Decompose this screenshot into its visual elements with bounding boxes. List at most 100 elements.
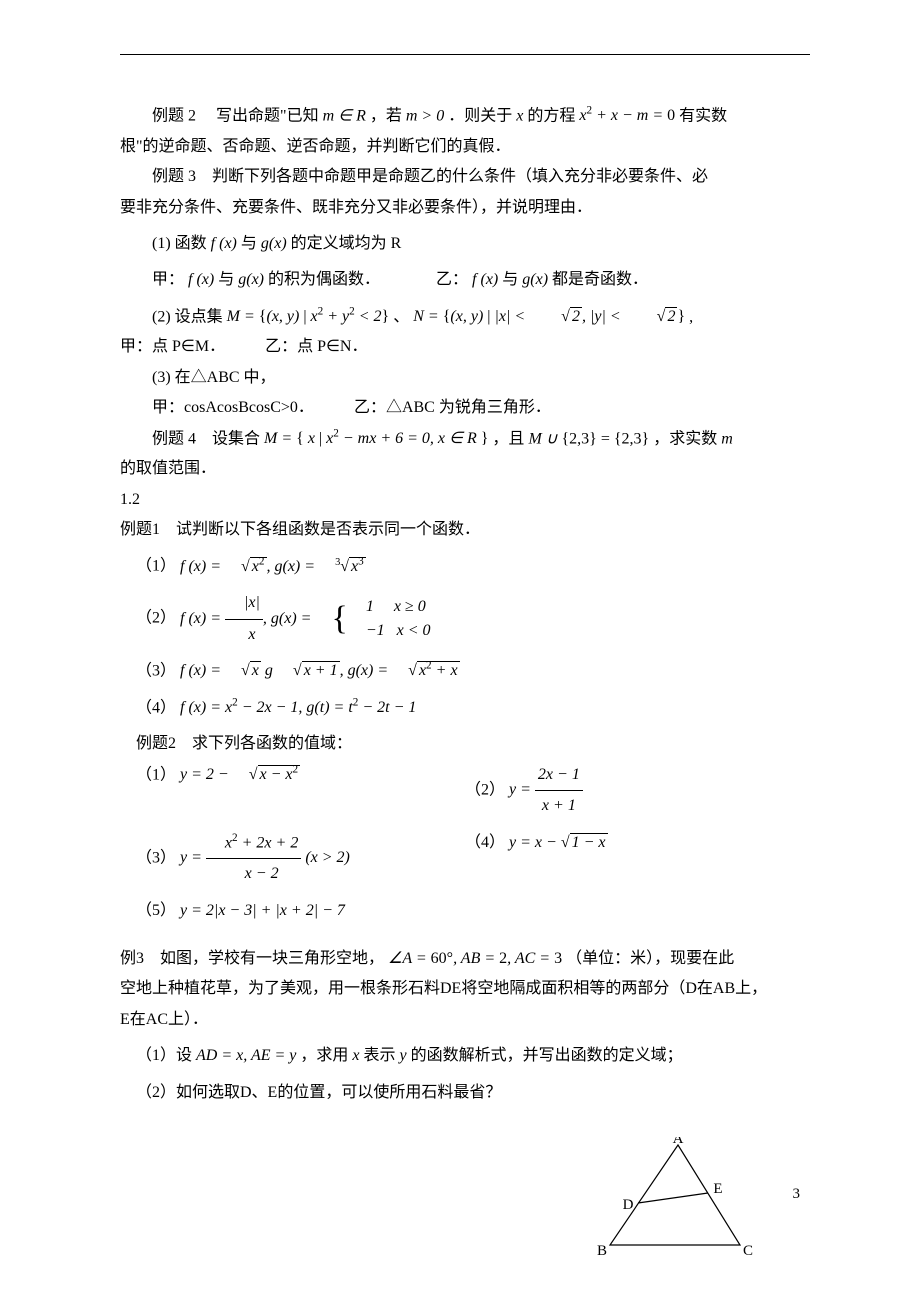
q3-l1a: 如图，学校有一块三角形空地， [160, 950, 384, 967]
ex4-line1: 例题 4 设集合 M = { x | x2 − mx + 6 = 0, x ∈ … [120, 424, 810, 455]
ex3-jia-lbl: 甲： [152, 271, 184, 288]
q2-i2-label: （2） [465, 781, 505, 798]
label-B: B [597, 1243, 607, 1259]
q2-i5-label: （5） [136, 902, 176, 919]
ex3-line1: 例题 3 判断下列各题中命题甲是命题乙的什么条件（填入充分非必要条件、必 [120, 162, 810, 192]
ex4-b: ，且 [492, 430, 528, 447]
ex2-line2: 根"的逆命题、否命题、逆否命题，并判断它们的真假． [120, 132, 810, 162]
ex3-fx3: f (x) [472, 271, 498, 288]
q1-i2: （2） f (x) = |x|x, g(x) = { 1 x ≥ 0 −1 x … [120, 588, 810, 650]
top-rule [120, 54, 810, 55]
ex3-p2jia: 甲：点 P∈M． [120, 338, 217, 355]
segment-de [638, 1193, 708, 1203]
q2-i2-eq: y = 2x − 1x + 1 [509, 781, 583, 798]
q1-text: 试判断以下各组函数是否表示同一个函数． [176, 521, 480, 538]
q3-line1: 例3 如图，学校有一块三角形空地， ∠A = 60°, AB = 2, AC =… [120, 944, 810, 974]
q2-label: 例题2 [136, 735, 176, 752]
q2-head: 例题2 求下列各函数的值域： [120, 729, 810, 759]
q3-angle: ∠A = 60°, AB = 2, AC = 3 [388, 950, 562, 967]
ex3-p1-intro: (1) 函数 f (x) 与 g(x) 的定义域均为 R [120, 229, 810, 259]
ex3-p3-jiayi: 甲：cosAcosBcosC>0． 乙：△ABC 为锐角三角形． [120, 393, 810, 423]
ex3-fx1: f (x) [211, 235, 237, 252]
ex3-p3jia: 甲：cosAcosBcosC>0． [152, 399, 306, 416]
q1-i3-eq: f (x) = √x g √x + 1, g(x) = √x2 + x [180, 662, 460, 679]
q1-i1: （1） f (x) = √x2, g(x) = 3√x3 [120, 551, 810, 582]
ex2-t1e: 有实数 [679, 107, 727, 124]
q1-i3-label: （3） [136, 662, 176, 679]
ex2-line1: 例题 2 写出命题"已知 m ∈ R ，若 m > 0 ．则关于 x 的方程 x… [120, 101, 810, 132]
q3-line3: E在AC上）． [120, 1005, 810, 1035]
ex3-p1b: 与 [241, 235, 261, 252]
q3-p1eq: AD = x, AE = y [196, 1047, 296, 1064]
ex3-p3yi: 乙：△ABC 为锐角三角形． [354, 399, 551, 416]
q2-text: 求下列各函数的值域： [192, 735, 352, 752]
q2-i5-eq: y = 2|x − 3| + |x + 2| − 7 [180, 902, 345, 919]
q2-i4-label: （4） [465, 834, 505, 851]
q2-i1-label: （1） [136, 766, 176, 783]
q3-p1: （1）设 AD = x, AE = y ，求用 x 表示 y 的函数解析式，并写… [120, 1041, 810, 1071]
ex3-p2M: M = {(x, y) | x2 + y2 < 2} [227, 308, 390, 325]
ex4-c: ，求实数 [653, 430, 721, 447]
page: 例题 2 写出命题"已知 m ∈ R ，若 m > 0 ．则关于 x 的方程 x… [0, 0, 920, 1302]
q1-i1-eq: f (x) = √x2, g(x) = 3√x3 [180, 558, 366, 575]
ex3-p1a: (1) 函数 [152, 235, 211, 252]
ex2-label: 例题 2 [152, 107, 196, 124]
q3-line2: 空地上种植花草，为了美观，用一根条形石料DE将空地隔成面积相等的两部分（D在AB… [120, 974, 810, 1004]
q2-i4-eq: y = x − √1 − x [509, 834, 607, 851]
ex3-jia-b: 与 [218, 271, 238, 288]
ex3-p1-jiayi: 甲： f (x) 与 g(x) 的积为偶函数． 乙： f (x) 与 g(x) … [120, 265, 810, 295]
ex3-gx2: g(x) [238, 271, 264, 288]
ex3-p2end: , [689, 308, 693, 325]
q2-i3: （3） y = x2 + 2x + 2x − 2 (x > 2) [120, 828, 465, 890]
ex3-label: 例题 3 [152, 168, 196, 185]
q1-i4: （4） f (x) = x2 − 2x − 1, g(t) = t2 − 2t … [120, 693, 810, 724]
ex3-p2yi: 乙：点 P∈N． [265, 338, 367, 355]
ex4-label: 例题 4 [152, 430, 196, 447]
q1-head: 例题1 试判断以下各组函数是否表示同一个函数． [120, 515, 810, 545]
ex3-yi-b: 与 [502, 271, 522, 288]
q2-i1-eq: y = 2 − √x − x2 [180, 766, 300, 783]
ex3-p2sep: 、 [393, 308, 409, 325]
q2-i2: （2） y = 2x − 1x + 1 [465, 760, 810, 822]
q1-i2-label: （2） [136, 610, 176, 627]
q3-p1a: （1）设 [136, 1047, 196, 1064]
q1-i2-eq: f (x) = |x|x, g(x) = { 1 x ≥ 0 −1 x < 0 [180, 610, 431, 627]
q1-i3: （3） f (x) = √x g √x + 1, g(x) = √x2 + x [120, 656, 810, 687]
ex3-p2N: N = {(x, y) | |x| < √2, |y| < √2} [413, 308, 685, 325]
q2-i4: （4） y = x − √1 − x [465, 828, 810, 858]
ex4-union: M ∪ {2,3} = {2,3} [528, 430, 649, 447]
ex3-yi-lbl: 乙： [436, 271, 468, 288]
q1-i4-eq: f (x) = x2 − 2x − 1, g(t) = t2 − 2t − 1 [180, 699, 416, 716]
label-A: A [673, 1137, 684, 1147]
ex2-t1c: ．则关于 [448, 107, 516, 124]
q2-i5: （5） y = 2|x − 3| + |x + 2| − 7 [120, 896, 810, 926]
ex2-t1b: ，若 [370, 107, 406, 124]
ex3-p3-intro: (3) 在△ABC 中， [120, 363, 810, 393]
ex3-p2-jiayi: 甲：点 P∈M． 乙：点 P∈N． [120, 332, 810, 362]
ex3-jia-c: 的积为偶函数． [268, 271, 380, 288]
ex3-p2: (2) 设点集 M = {(x, y) | x2 + y2 < 2} 、 N =… [120, 302, 810, 333]
q2-row1: （1） y = 2 − √x − x2 （2） y = 2x − 1x + 1 [120, 760, 810, 822]
ex4-m: m [721, 430, 733, 447]
q2-i3-eq: y = x2 + 2x + 2x − 2 (x > 2) [180, 849, 350, 866]
q2-i3-label: （3） [136, 849, 176, 866]
q3-label: 例3 [120, 950, 144, 967]
label-C: C [743, 1243, 753, 1259]
ex2-t1d: 的方程 [527, 107, 579, 124]
q2-row2: （3） y = x2 + 2x + 2x − 2 (x > 2) （4） y =… [120, 828, 810, 890]
ex2-x: x [516, 107, 523, 124]
ex2-m0: m > 0 [406, 107, 444, 124]
q3-l1b: （单位：米），现要在此 [566, 950, 734, 967]
ex4-line2: 的取值范围． [120, 454, 810, 484]
ex3-gx1: g(x) [261, 235, 287, 252]
ex3-p2a: (2) 设点集 [152, 308, 227, 325]
ex2-mR: m ∈ R [323, 107, 366, 124]
section-1-2: 1.2 [120, 485, 810, 515]
ex3-fx2: f (x) [188, 271, 214, 288]
ex3-l1: 判断下列各题中命题甲是命题乙的什么条件（填入充分非必要条件、必 [212, 168, 708, 185]
ex3-gx3: g(x) [522, 271, 548, 288]
ex4-M: M = { x | x2 − mx + 6 = 0, x ∈ R } [264, 430, 488, 447]
q2-i1: （1） y = 2 − √x − x2 [120, 760, 465, 791]
page-number: 3 [793, 1180, 801, 1209]
ex2-eq: x2 + x − m = 0 [579, 107, 675, 124]
